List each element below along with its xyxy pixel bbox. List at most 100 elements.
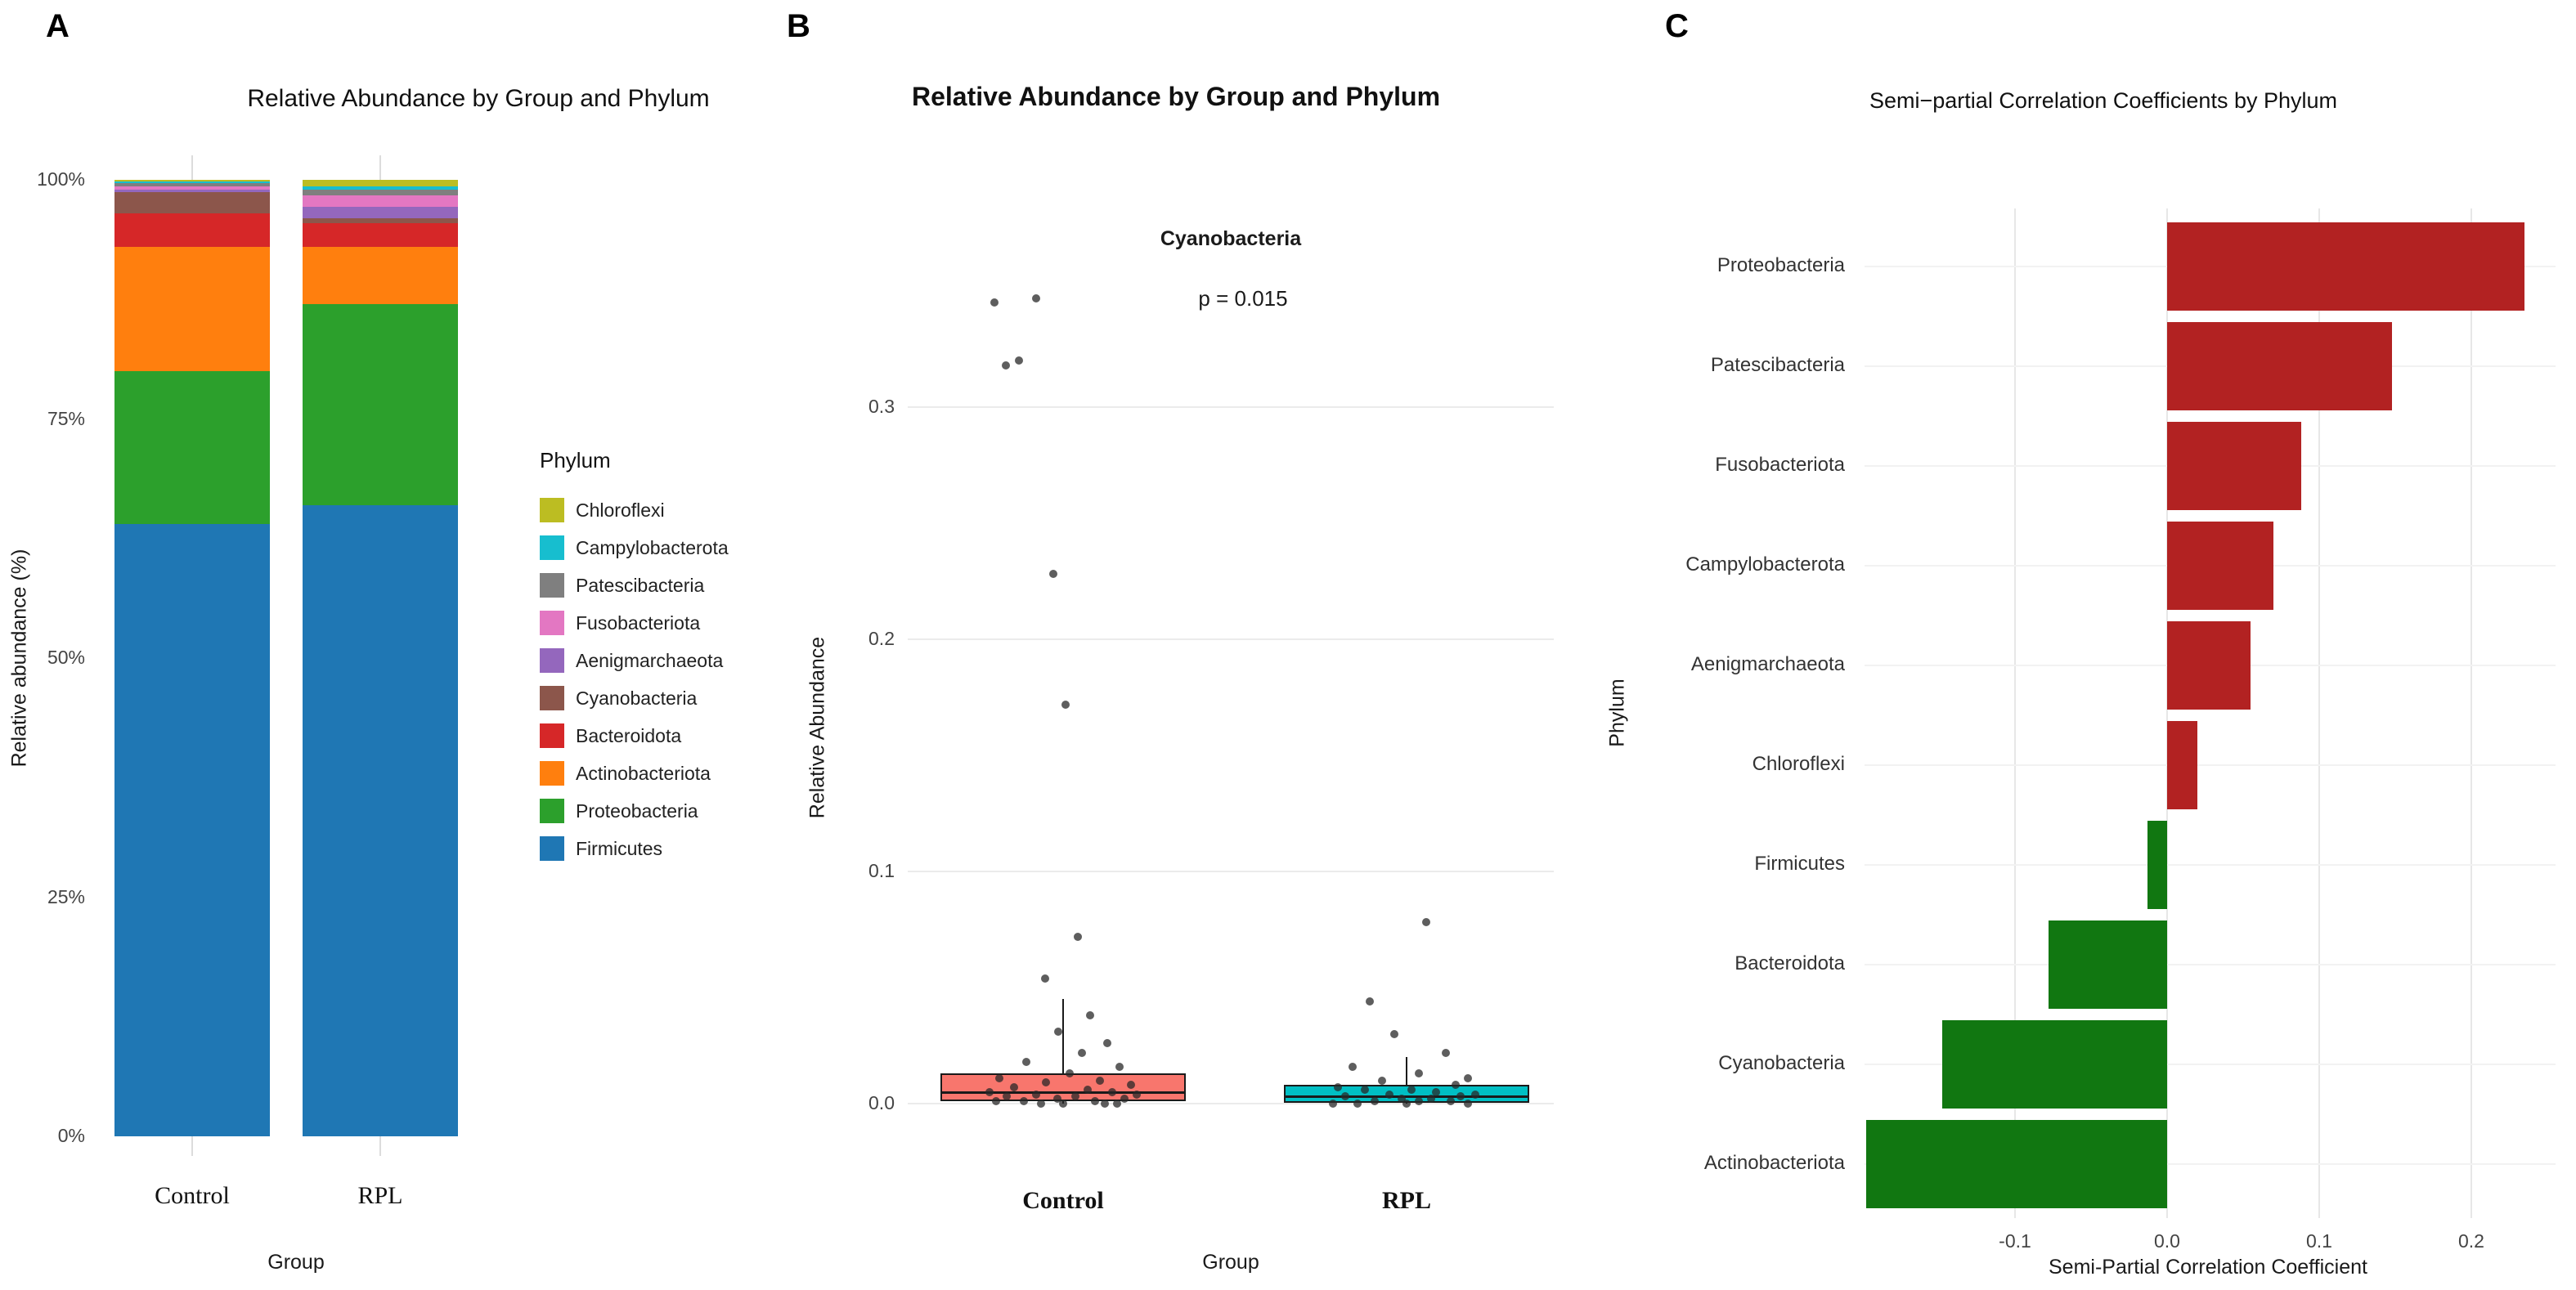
jitter-point [1415, 1069, 1423, 1078]
jitter-point [1001, 361, 1010, 370]
panel-b-title: Relative Abundance by Group and Phylum [911, 82, 1441, 111]
jitter-point [1402, 1100, 1411, 1108]
jitter-point [1427, 1095, 1435, 1104]
panel-a-plot-area: 0% 25% 50% 75% 100% Control RPL [37, 155, 512, 1210]
stack-segment-fusobacteriota [114, 186, 270, 190]
stack-segment-chloroflexi [114, 180, 270, 182]
x-axis-tick-label: 0.2 [2458, 1230, 2484, 1252]
legend-color-swatch [540, 686, 564, 710]
jitter-point [1020, 1097, 1028, 1106]
stack-segment-cyanobacteria [114, 192, 270, 213]
jitter-point [1349, 1062, 1357, 1071]
stack-segment-aenigmarchaeota [303, 206, 458, 218]
jitter-point [1077, 1048, 1086, 1057]
y-axis-tick-label: 100% [37, 168, 85, 190]
boxplot-whisker-upper [1062, 999, 1064, 1074]
hbar-fusobacteriota [2167, 422, 2301, 510]
jitter-point [995, 1073, 1003, 1082]
stack-segment-chloroflexi [303, 180, 458, 187]
gridline-vertical [2166, 208, 2168, 1218]
hbar-bacteroidota [2048, 920, 2167, 1009]
y-axis-category-label: Bacteroidota [1735, 952, 1845, 974]
jitter-point [985, 1087, 994, 1096]
legend-item-bacteroidota: Bacteroidota [540, 717, 729, 755]
jitter-point [1456, 1092, 1465, 1101]
gridline-vertical [2471, 208, 2472, 1218]
panel-c-x-axis-title: Semi-Partial Correlation Coefficient [2049, 1256, 2367, 1279]
boxplot-median [940, 1091, 1186, 1094]
jitter-point [1471, 1090, 1479, 1099]
jitter-point [1003, 1092, 1011, 1101]
jitter-point [1329, 1100, 1337, 1108]
jitter-point [1037, 1100, 1045, 1108]
gridline-horizontal [908, 638, 1554, 640]
legend-color-swatch [540, 573, 564, 598]
stack-segment-cyanobacteria [303, 217, 458, 223]
y-axis-category-label: Patescibacteria [1710, 354, 1845, 376]
jitter-point [1074, 932, 1082, 941]
jitter-point [1010, 1083, 1018, 1092]
jitter-point [1442, 1048, 1450, 1057]
jitter-point [990, 298, 999, 307]
jitter-point [1120, 1095, 1129, 1104]
legend-label: Bacteroidota [576, 724, 682, 746]
y-axis-tick-label: 50% [47, 647, 85, 668]
jitter-point [1040, 974, 1049, 983]
legend-label: Proteobacteria [576, 800, 698, 822]
jitter-point [1366, 997, 1374, 1006]
boxplot-whisker-upper [1406, 1057, 1407, 1086]
y-axis-tick-label: 75% [47, 407, 85, 429]
jitter-point [1049, 570, 1057, 579]
jitter-point [1415, 1097, 1423, 1106]
legend-color-swatch [540, 836, 564, 861]
legend-color-swatch [540, 723, 564, 748]
jitter-point [1464, 1100, 1472, 1108]
x-axis-tick-label: Control [155, 1182, 230, 1209]
stack-segment-firmicutes [303, 504, 458, 1136]
hbar-patescibacteria [2167, 322, 2393, 410]
y-axis-tick-label: 0.1 [868, 860, 895, 881]
jitter-point [1390, 1029, 1398, 1038]
x-axis-tick-label: Control [1022, 1187, 1104, 1214]
jitter-point [1061, 700, 1070, 709]
gridline-vertical [2014, 208, 2016, 1218]
panel-b-label: B [787, 8, 810, 44]
panel-c-plot-area: -0.1 0.0 0.1 0.2 Proteobacteria Patescibacter… [1685, 208, 2556, 1263]
legend-item-patescibacteria: Patescibacteria [540, 567, 729, 604]
x-axis-tick-label: 0.0 [2154, 1230, 2180, 1252]
y-axis-category-label: Actinobacteriota [1703, 1152, 1845, 1174]
gridline-vertical [2318, 208, 2320, 1218]
jitter-point [1091, 1097, 1099, 1106]
hbar-campylobacterota [2167, 522, 2274, 610]
jitter-point [1452, 1081, 1460, 1090]
jitter-point [1103, 1039, 1111, 1048]
jitter-point [1054, 1027, 1062, 1036]
jitter-point [1015, 356, 1023, 365]
legend-item-actinobacteriota: Actinobacteriota [540, 755, 729, 792]
gridline-horizontal [908, 1103, 1554, 1104]
hbar-firmicutes [2147, 821, 2167, 909]
legend-title: Phylum [540, 448, 611, 473]
legend-item-firmicutes: Firmicutes [540, 830, 729, 867]
jitter-point [1101, 1100, 1109, 1108]
stack-segment-patescibacteria [114, 182, 270, 187]
legend-label: Campylobacterota [576, 536, 729, 558]
jitter-point [1464, 1073, 1472, 1082]
gridline-horizontal [1865, 1163, 2556, 1165]
gridline-horizontal [1865, 764, 2556, 766]
y-axis-tick-label: 0.0 [868, 1092, 895, 1113]
boxplot-median [1284, 1095, 1529, 1099]
legend-color-swatch [540, 535, 564, 560]
jitter-point [1065, 1069, 1074, 1078]
legend-label: Chloroflexi [576, 499, 665, 521]
legend-items: Chloroflexi Campylobacterota Patescibacter… [540, 491, 729, 867]
stack-segment-aenigmarchaeota [114, 189, 270, 193]
hbar-chloroflexi [2167, 721, 2198, 809]
jitter-point [1341, 1092, 1349, 1101]
stack-segment-fusobacteriota [303, 195, 458, 207]
stack-segment-bacteroidota [303, 222, 458, 247]
y-axis-category-label: Aenigmarchaeota [1690, 653, 1845, 675]
y-axis-category-label: Fusobacteriota [1715, 454, 1845, 476]
jitter-point [1071, 1092, 1079, 1101]
